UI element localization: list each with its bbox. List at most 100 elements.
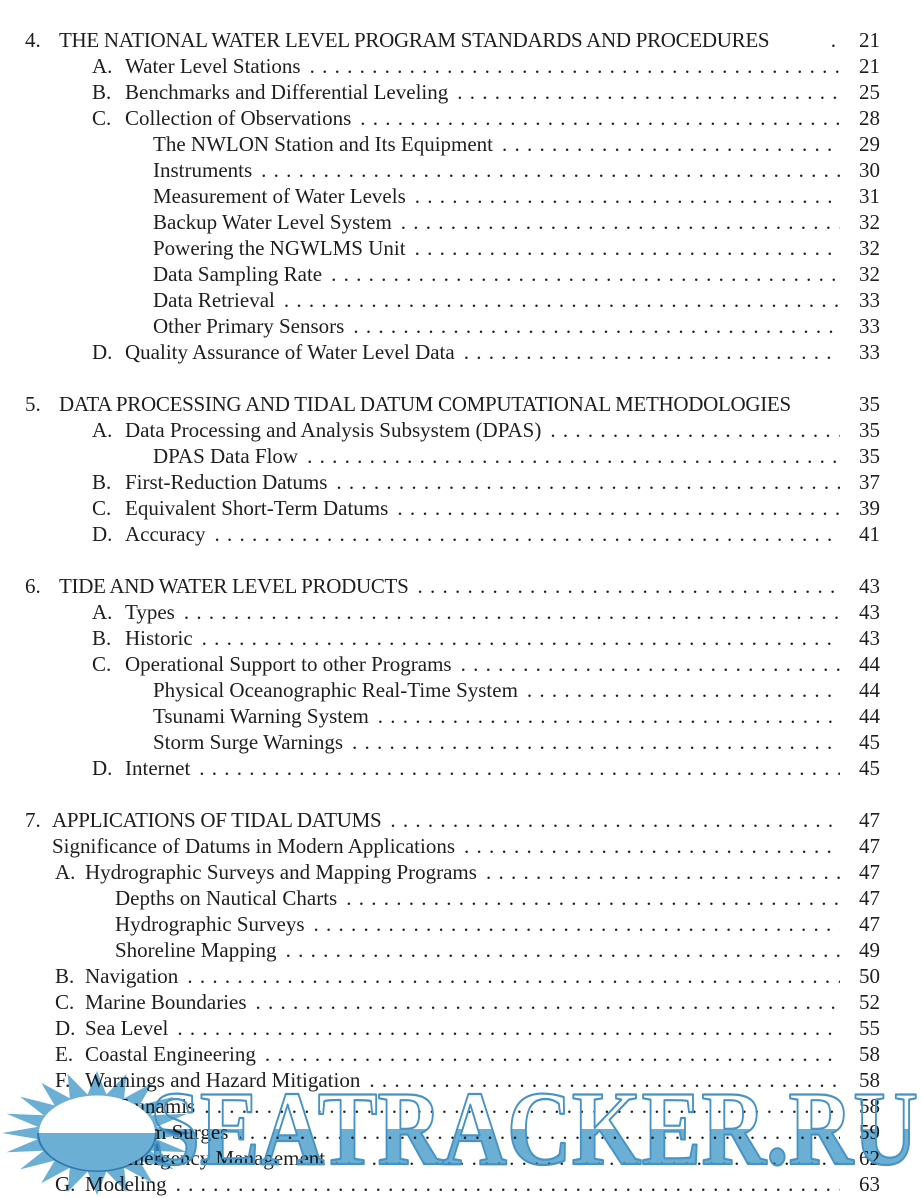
toc-entry-page-number: 44 [859,678,880,702]
toc-entry: G. Modeling 63 [25,1171,880,1197]
toc-entry-page-number: 21 [859,54,880,78]
toc-entry-page-number: 43 [859,600,880,624]
dot-leader [457,79,840,105]
dot-leader [310,53,840,79]
toc-entry-label: Storm Surge Warnings [153,730,344,754]
toc-entry-label: Data Sampling Rate [153,262,323,286]
toc-entry: A. Hydrographic Surveys and Mapping Progr… [25,859,880,885]
dot-leader [527,677,840,703]
toc-entry-page-number: 33 [859,340,880,364]
toc-entry: Storm Surge Warnings 45 [25,729,880,755]
toc-entry: Tsunamis 58 [25,1093,880,1119]
toc-entry-page-number: 32 [859,236,880,260]
toc-entry-label: Benchmarks and Differential Leveling [125,80,449,104]
dot-leader [237,1119,840,1145]
toc-entry-page-number: 39 [859,496,880,520]
toc-entry-page-number: 43 [859,574,880,598]
toc-entry: F. Warnings and Hazard Mitigation 58 [25,1067,880,1093]
toc-entry-page-number: 41 [859,522,880,546]
toc-entry-label: Quality Assurance of Water Level Data [125,340,455,364]
toc-entry-page-number: 44 [859,704,880,728]
dot-leader [184,599,840,625]
dot-leader [778,27,840,53]
toc-entry-page-number: 31 [859,184,880,208]
toc-entry-number: D. [55,1016,76,1040]
toc-entry: D. Accuracy 41 [25,521,880,547]
toc-entry-label: APPLICATIONS OF TIDAL DATUMS [52,808,382,832]
toc-entry-label: Shoreline Mapping [115,938,277,962]
toc-entry-label: Instruments [153,158,253,182]
dot-leader [415,183,840,209]
toc-entry: A. Types 43 [25,599,880,625]
dot-leader [187,963,840,989]
toc-entry: C. Operational Support to other Programs 4… [25,651,880,677]
toc-entry: D. Sea Level 55 [25,1015,880,1041]
toc-entry-number: A. [92,54,113,78]
toc-entry-label: Marine Boundaries [85,990,247,1014]
toc-entry: Measurement of Water Levels 31 [25,183,880,209]
toc-entry: Data Sampling Rate 32 [25,261,880,287]
toc-entry-page-number: 33 [859,288,880,312]
toc-entry-label: Operational Support to other Programs [125,652,452,676]
toc-entry-page-number: 47 [859,886,880,910]
toc-entry-label: Emergency Management [115,1146,326,1170]
toc-entry-label: Physical Oceanographic Real-Time System [153,678,518,702]
toc-entry-page-number: 59 [859,1120,880,1144]
toc-entry-page-number: 47 [859,808,880,832]
toc-entry: D. Quality Assurance of Water Level Data 3… [25,339,880,365]
toc-entry-page-number: 21 [859,28,880,52]
toc-entry: Physical Oceanographic Real-Time System 4… [25,677,880,703]
toc-entry-number: B. [92,626,112,650]
toc-entry-label: TIDE AND WATER LEVEL PRODUCTS [59,574,409,598]
toc-entry-label: The NWLON Station and Its Equipment [153,132,494,156]
toc-entry: Hydrographic Surveys 47 [25,911,880,937]
toc-entry: DPAS Data Flow 35 [25,443,880,469]
dot-leader [256,989,840,1015]
toc-entry: 4. THE NATIONAL WATER LEVEL PROGRAM STAND… [25,27,880,53]
toc-entry-label: Data Retrieval [153,288,275,312]
dot-leader [378,703,840,729]
toc-entry-label: Significance of Datums in Modern Applica… [52,834,456,858]
toc-entry-label: Types [125,600,175,624]
dot-leader [401,209,840,235]
dot-leader [461,651,840,677]
dot-leader [331,261,840,287]
dot-leader [334,1145,840,1171]
toc-entry-page-number: 30 [859,158,880,182]
toc-entry-number: B. [92,470,112,494]
toc-entry-page-number: 25 [859,80,880,104]
toc-entry-number: E. [55,1042,74,1066]
toc-entry: E. Coastal Engineering 58 [25,1041,880,1067]
toc-entry: Data Retrieval 33 [25,287,880,313]
toc-entry-label: DATA PROCESSING AND TIDAL DATUM COMPUTAT… [59,392,791,416]
toc-section: 6. TIDE AND WATER LEVEL PRODUCTS 43 A. Types… [25,573,880,781]
toc-entry-number: A. [92,418,113,442]
toc-entry-page-number: 28 [859,106,880,130]
toc-entry-page-number: 45 [859,756,880,780]
toc-entry: B. Benchmarks and Differential Leveling 25 [25,79,880,105]
toc-entry-label: Collection of Observations [125,106,352,130]
toc-entry-page-number: 47 [859,912,880,936]
toc-entry: Instruments 30 [25,157,880,183]
toc-entry: Tsunami Warning System 44 [25,703,880,729]
toc-section: 5. DATA PROCESSING AND TIDAL DATUM COMPUT… [25,391,880,547]
dot-leader [502,131,840,157]
toc-entry-number: C. [55,990,75,1014]
toc-entry: Storm Surges 59 [25,1119,880,1145]
dot-leader [486,859,840,885]
toc-entry-label: Modeling [85,1172,167,1196]
toc-entry-label: Navigation [85,964,179,988]
toc-entry-page-number: 29 [859,132,880,156]
toc-entry: B. First-Reduction Datums 37 [25,469,880,495]
toc-entry: Emergency Management 62 [25,1145,880,1171]
toc-entry-page-number: 47 [859,834,880,858]
toc-entry-page-number: 58 [859,1042,880,1066]
dot-leader [346,885,840,911]
toc-entry-label: Depths on Nautical Charts [115,886,338,910]
toc-entry-label: Tsunami Warning System [153,704,369,728]
toc-entry-page-number: 55 [859,1016,880,1040]
toc-entry-label: Data Processing and Analysis Subsystem (… [125,418,542,442]
toc-entry-number: C. [92,496,112,520]
toc-entry-label: Coastal Engineering [85,1042,256,1066]
